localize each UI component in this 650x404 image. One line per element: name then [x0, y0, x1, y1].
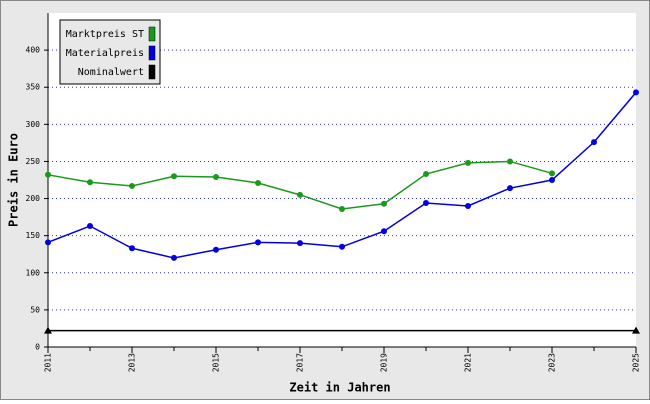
- point: [549, 177, 555, 183]
- point: [507, 185, 513, 192]
- legend-label: Marktpreis ST: [66, 29, 144, 40]
- x-tick-label: 2025: [632, 353, 641, 372]
- point: [213, 246, 219, 253]
- point: [339, 243, 345, 250]
- legend-box: [59, 19, 161, 85]
- y-tick-label: 350: [26, 83, 41, 92]
- point: [423, 171, 429, 178]
- point: [423, 200, 429, 207]
- point: [87, 223, 93, 230]
- legend-label: Materialpreis: [66, 48, 144, 59]
- point: [633, 89, 639, 96]
- x-tick-label: 2019: [380, 353, 389, 372]
- x-axis-label: Zeit in Jahren: [289, 381, 390, 395]
- y-tick-label: 150: [26, 231, 41, 240]
- point: [171, 254, 177, 261]
- y-tick-label: 100: [26, 268, 41, 277]
- point: [465, 202, 471, 209]
- point: [465, 159, 471, 166]
- point: [507, 158, 513, 165]
- point: [87, 179, 93, 186]
- legend-swatch: [148, 26, 156, 42]
- point: [255, 179, 261, 186]
- point: [255, 239, 261, 246]
- point: [297, 191, 303, 198]
- point: [44, 326, 52, 334]
- x-tick-label: 2017: [296, 353, 305, 372]
- point: [213, 174, 219, 181]
- point: [381, 228, 387, 235]
- y-tick-label: 0: [35, 343, 40, 352]
- point: [591, 139, 597, 146]
- point: [45, 171, 51, 178]
- x-tick-label: 2021: [464, 353, 473, 372]
- point: [297, 240, 303, 247]
- y-tick-label: 300: [26, 120, 41, 129]
- legend-label: Nominalwert: [78, 67, 144, 78]
- point: [632, 326, 640, 334]
- point: [171, 173, 177, 180]
- legend-swatch: [148, 64, 156, 80]
- x-tick-label: 2015: [212, 353, 221, 372]
- point: [339, 205, 345, 212]
- y-tick-label: 50: [30, 305, 40, 314]
- x-tick-label: 2013: [128, 353, 137, 372]
- y-tick-label: 200: [26, 194, 41, 203]
- x-tick-label: 2023: [548, 353, 557, 372]
- y-axis-label: Preis in Euro: [7, 133, 21, 227]
- legend-swatch: [148, 45, 156, 61]
- y-tick-label: 250: [26, 157, 41, 166]
- y-tick-label: 400: [26, 46, 41, 55]
- point: [129, 245, 135, 252]
- point: [549, 170, 555, 177]
- point: [129, 182, 135, 189]
- point: [45, 239, 51, 246]
- point: [381, 200, 387, 207]
- x-tick-label: 2011: [44, 353, 53, 372]
